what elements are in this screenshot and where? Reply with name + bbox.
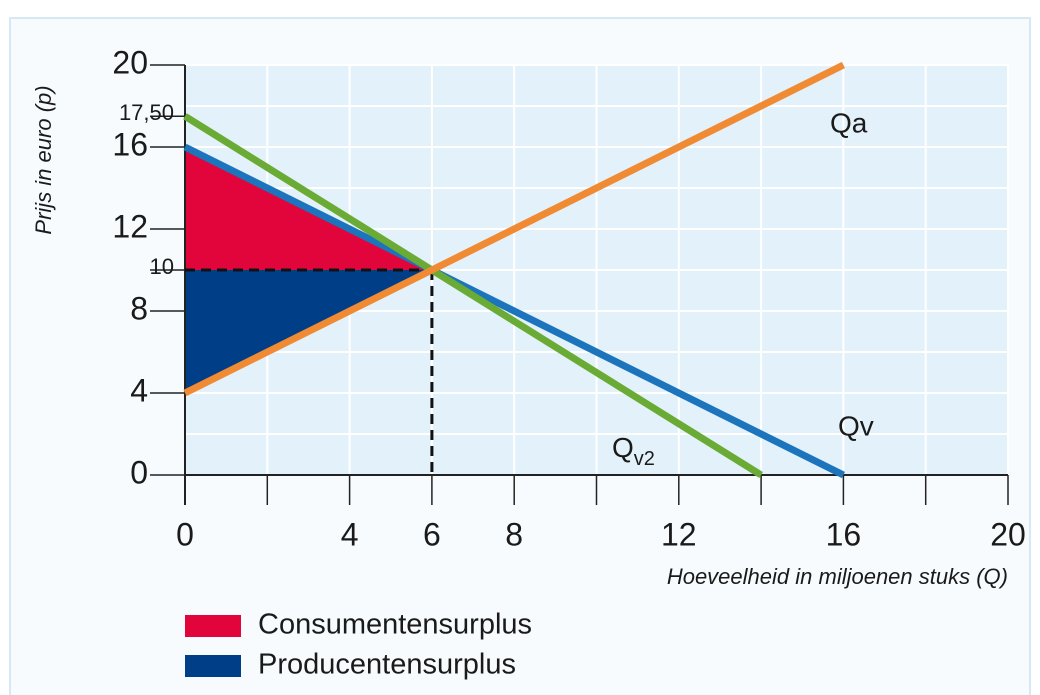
- y-axis-label: Prijs in euro (p): [31, 85, 56, 234]
- y-tick-label: 20: [112, 44, 148, 80]
- y-tick-label: 12: [112, 208, 148, 244]
- legend-label: Consumentensurplus: [258, 609, 532, 641]
- x-tick-label: 20: [990, 516, 1026, 552]
- line-label: Qv2: [612, 432, 655, 470]
- y-tick-label: 0: [130, 454, 148, 490]
- y-tick-label: 8: [130, 290, 148, 326]
- legend-label: Producentensurplus: [258, 649, 516, 681]
- y-tick-label: 10: [150, 254, 174, 279]
- y-tick-label: 16: [112, 126, 148, 162]
- y-tick-label: 17,50: [119, 100, 174, 125]
- line-label: Qa: [830, 107, 868, 138]
- supply-demand-line: [183, 113, 763, 478]
- y-tick-label: 4: [130, 372, 148, 408]
- line-label-sub: v2: [634, 448, 655, 470]
- line-label: Qv: [838, 410, 874, 441]
- supply-demand-line: [183, 143, 845, 479]
- x-tick-label: 16: [826, 516, 862, 552]
- x-tick-label: 8: [505, 516, 523, 552]
- legend-swatch: [185, 655, 241, 677]
- x-tick-label: 4: [341, 516, 359, 552]
- line-label-main: Q: [612, 432, 634, 463]
- x-tick-label: 12: [661, 516, 697, 552]
- x-tick-label: 6: [423, 516, 441, 552]
- x-tick-label: 0: [176, 516, 194, 552]
- supply-demand-line: [183, 61, 845, 397]
- x-axis-label: Hoeveelheid in miljoenen stuks (Q): [667, 564, 1008, 589]
- legend-swatch: [185, 615, 241, 637]
